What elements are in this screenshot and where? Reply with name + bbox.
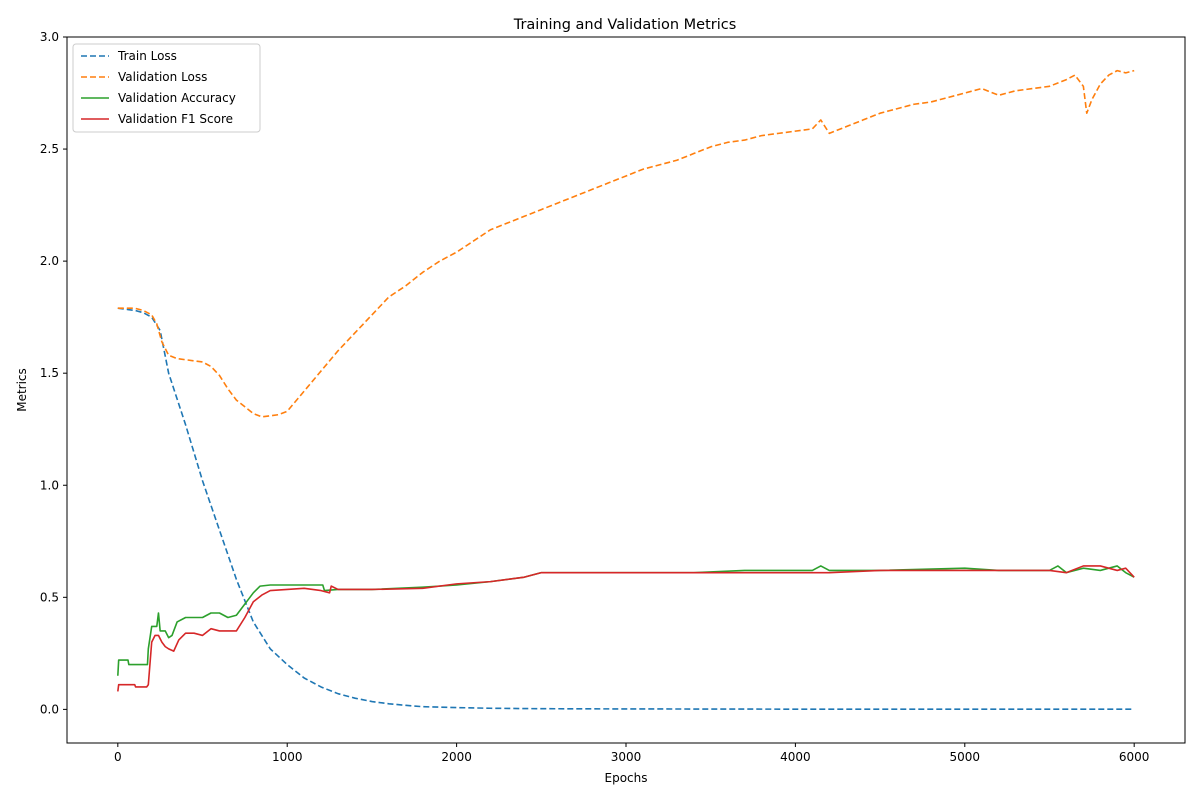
legend-label: Validation Accuracy [118,91,236,105]
series-line-train-loss [117,307,1135,710]
y-tick-label: 1.0 [40,478,59,492]
x-tick-label: 3000 [611,750,642,764]
y-tick-label: 3.0 [40,30,59,44]
legend: Train Loss Validation Loss Validation Accu… [72,43,261,133]
series-line-validation-loss [117,69,1135,418]
series-line-validation-f1-score [117,565,1135,692]
x-tick-label: 2000 [441,750,472,764]
y-tick-label: 2.0 [40,254,59,268]
legend-label: Validation Loss [118,70,207,84]
y-tick-label: 1.5 [40,366,59,380]
legend-label: Validation F1 Score [118,112,233,126]
y-tick-label: 2.5 [40,142,59,156]
y-tick-label: 0.5 [40,590,59,604]
legend-label: Train Loss [117,49,177,63]
x-tick-label: 6000 [1119,750,1150,764]
x-tick-label: 0 [114,750,122,764]
legend-box [72,43,261,133]
x-tick-label: 5000 [950,750,981,764]
x-tick-label: 1000 [272,750,303,764]
y-axis-label: Metrics [15,368,29,412]
x-tick-label: 4000 [780,750,811,764]
y-axis: 0.0 0.5 1.0 1.5 2.0 2.5 3.0 [40,30,67,716]
plot-area [117,69,1135,710]
y-tick-label: 0.0 [40,702,59,716]
chart-title: Training and Validation Metrics [513,17,737,33]
x-axis-label: Epochs [605,771,648,785]
x-axis: 0 1000 2000 3000 4000 5000 6000 [114,743,1149,764]
